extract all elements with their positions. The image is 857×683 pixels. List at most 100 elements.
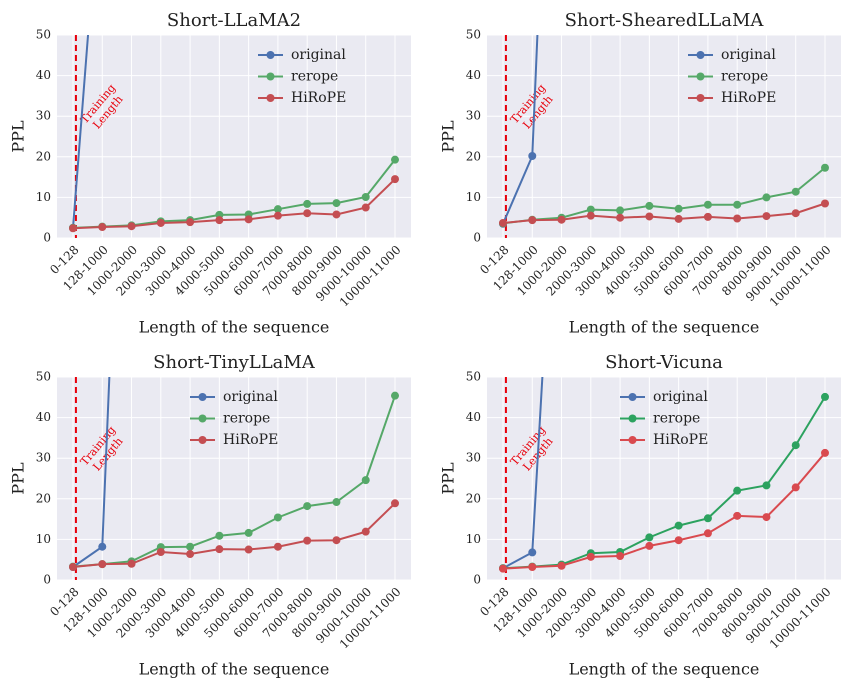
data-point bbox=[703, 212, 712, 221]
legend-label: original bbox=[721, 47, 776, 63]
x-axis-label: Length of the sequence bbox=[139, 660, 330, 679]
legend-label: rerope bbox=[653, 411, 700, 427]
legend-marker bbox=[628, 436, 637, 444]
chart-title: Short-ShearedLLaMA bbox=[565, 10, 765, 31]
data-point bbox=[361, 527, 370, 536]
data-point bbox=[273, 205, 282, 214]
data-point bbox=[186, 218, 195, 227]
legend-marker bbox=[198, 414, 207, 423]
data-point bbox=[821, 163, 829, 172]
data-point bbox=[273, 211, 282, 220]
data-point bbox=[98, 560, 107, 569]
legend-marker bbox=[266, 94, 275, 102]
data-point bbox=[303, 199, 312, 208]
legend-marker bbox=[696, 51, 705, 59]
y-tick-label: 10 bbox=[466, 190, 481, 204]
series-line bbox=[72, 395, 396, 568]
data-point bbox=[391, 155, 399, 164]
data-point bbox=[98, 542, 107, 551]
data-point bbox=[391, 499, 399, 508]
data-point bbox=[186, 542, 195, 551]
data-point bbox=[645, 533, 654, 542]
data-point bbox=[361, 476, 370, 485]
data-point bbox=[821, 199, 829, 208]
legend-marker bbox=[696, 72, 705, 81]
data-point bbox=[762, 481, 771, 490]
series-line bbox=[502, 166, 826, 225]
series-line bbox=[502, 452, 826, 570]
data-point bbox=[762, 212, 771, 221]
y-tick-label: 30 bbox=[466, 451, 481, 465]
y-tick-label: 0 bbox=[473, 573, 481, 587]
data-point bbox=[762, 193, 771, 202]
data-point bbox=[528, 216, 537, 225]
chart-title: Short-LLaMA2 bbox=[167, 10, 301, 31]
legend-label: rerope bbox=[721, 69, 768, 85]
plot-area bbox=[487, 377, 841, 580]
data-point bbox=[674, 536, 683, 545]
data-point bbox=[332, 210, 341, 219]
data-point bbox=[332, 536, 341, 545]
data-point bbox=[674, 204, 683, 213]
data-point bbox=[303, 502, 312, 511]
y-tick-label: 40 bbox=[466, 410, 481, 424]
chart-title: Short-Vicuna bbox=[605, 352, 723, 373]
legend-marker bbox=[198, 393, 207, 401]
legend-label: HiRoPE bbox=[223, 432, 278, 448]
y-tick-label: 0 bbox=[43, 573, 51, 587]
legend-label: HiRoPE bbox=[721, 90, 776, 106]
data-point bbox=[332, 199, 341, 208]
chart-title: Short-TinyLLaMA bbox=[153, 352, 316, 373]
legend-marker bbox=[198, 436, 207, 444]
series-line bbox=[72, 35, 90, 228]
data-point bbox=[703, 200, 712, 209]
y-tick-label: 40 bbox=[466, 68, 481, 82]
data-point bbox=[244, 215, 253, 224]
y-tick-label: 20 bbox=[36, 491, 51, 505]
data-point bbox=[215, 545, 224, 554]
legend-marker bbox=[628, 393, 637, 401]
series-lines bbox=[69, 377, 399, 572]
data-point bbox=[361, 203, 370, 212]
data-point bbox=[244, 545, 253, 554]
data-point bbox=[733, 200, 742, 209]
data-point bbox=[645, 201, 654, 210]
data-point bbox=[821, 448, 829, 457]
y-axis-label: PPL bbox=[439, 120, 458, 153]
data-point bbox=[791, 209, 800, 218]
series-line bbox=[72, 502, 396, 569]
data-point bbox=[273, 542, 282, 551]
subplot: 010203040500-128128-10001000-20002000-30… bbox=[9, 10, 411, 337]
y-tick-label: 10 bbox=[466, 532, 481, 546]
x-axis-label: Length of the sequence bbox=[569, 660, 760, 679]
legend-label: rerope bbox=[223, 411, 270, 427]
data-point bbox=[791, 483, 800, 492]
data-point bbox=[499, 218, 507, 227]
data-point bbox=[69, 224, 77, 233]
series-line bbox=[502, 202, 826, 224]
data-point bbox=[616, 552, 625, 561]
y-tick-label: 0 bbox=[43, 231, 51, 245]
legend-marker bbox=[266, 51, 275, 59]
legend-label: HiRoPE bbox=[653, 432, 708, 448]
y-tick-label: 30 bbox=[36, 451, 51, 465]
series-line bbox=[502, 396, 826, 570]
legend-label: original bbox=[291, 47, 346, 63]
y-axis-label: PPL bbox=[9, 120, 28, 153]
data-point bbox=[361, 192, 370, 201]
data-point bbox=[244, 528, 253, 537]
data-point bbox=[586, 552, 595, 561]
data-point bbox=[703, 529, 712, 538]
data-point bbox=[733, 511, 742, 520]
legend-label: original bbox=[223, 389, 278, 405]
series-lines bbox=[69, 35, 399, 233]
plot-area bbox=[487, 35, 841, 238]
data-point bbox=[332, 498, 341, 507]
data-point bbox=[586, 205, 595, 214]
data-point bbox=[586, 211, 595, 220]
y-tick-label: 50 bbox=[36, 28, 51, 42]
data-point bbox=[703, 514, 712, 523]
y-axis-label: PPL bbox=[439, 462, 458, 495]
data-point bbox=[557, 561, 566, 570]
data-point bbox=[616, 206, 625, 215]
